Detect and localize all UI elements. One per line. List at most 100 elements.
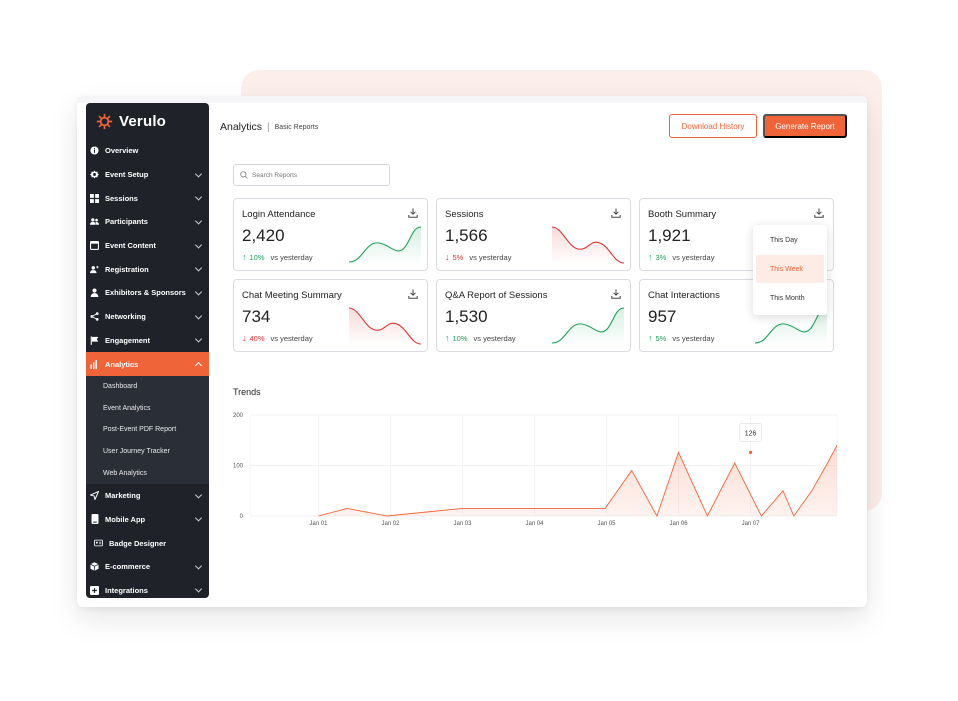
app-window: Verulo Overview Event Setup Sessions Par… <box>77 96 867 607</box>
card-pct: 5% <box>452 252 464 262</box>
sidebar-item-integrations[interactable]: Integrations <box>86 579 209 598</box>
sidebar-item-label: Event Content <box>105 241 156 251</box>
card-pct: 10% <box>249 252 265 262</box>
sidebar-item-label: Registration <box>105 264 149 274</box>
sidebar-item-badge-designer[interactable]: Badge Designer <box>86 531 209 555</box>
bar-chart-icon <box>90 359 99 369</box>
sparkline <box>349 307 421 346</box>
download-icon[interactable] <box>408 208 418 218</box>
logo[interactable]: Verulo <box>86 103 209 139</box>
sidebar-item-label: Badge Designer <box>109 538 167 548</box>
sidebar-item-sessions[interactable]: Sessions <box>86 186 209 210</box>
gear-icon <box>90 170 99 179</box>
sidebar-item-engagement[interactable]: Engagement <box>86 329 209 353</box>
sidebar-item-marketing[interactable]: Marketing <box>86 484 209 508</box>
card-login-attendance[interactable]: Login Attendance 2,420 ↑ 10% vs yesterda… <box>233 198 428 271</box>
card-delta: ↓ 40% vs yesterday <box>242 333 313 343</box>
tooltip-box <box>739 423 762 442</box>
flag-icon <box>90 336 99 345</box>
card-vs: vs yesterday <box>672 333 715 343</box>
submenu-item-web-analytics[interactable]: Web Analytics <box>103 469 147 477</box>
y-tick-label: 100 <box>233 464 244 470</box>
chevron-down-icon <box>194 169 203 178</box>
generate-report-button[interactable]: Generate Report <box>763 114 847 138</box>
dropdown-option-this-month[interactable]: This Month <box>770 294 805 302</box>
chevron-down-icon <box>194 491 203 499</box>
arrow-up-icon: ↑ <box>648 333 653 343</box>
sidebar-item-mobile-app[interactable]: Mobile App <box>86 508 209 532</box>
card-title: Chat Meeting Summary <box>242 290 342 301</box>
x-tick-label: Jan 03 <box>453 521 472 527</box>
card-title: Login Attendance <box>242 209 316 220</box>
card-value: 957 <box>648 307 677 326</box>
sparkline <box>552 226 624 265</box>
sidebar-item-label: Marketing <box>105 491 141 501</box>
sidebar-item-label: E-commerce <box>105 562 151 572</box>
submenu-item-user-journey-tracker[interactable]: User Journey Tracker <box>103 447 170 455</box>
user-icon <box>90 288 99 298</box>
dropdown-option-this-day[interactable]: This Day <box>770 236 798 244</box>
x-tick-label: Jan 04 <box>525 521 544 527</box>
sidebar-item-label: Engagement <box>105 335 151 345</box>
send-icon <box>90 491 99 501</box>
card-vs: vs yesterday <box>469 252 512 262</box>
sidebar-item-registration[interactable]: Registration <box>86 257 209 281</box>
submenu-item-post-event-pdf-report[interactable]: Post-Event PDF Report <box>103 426 177 434</box>
sidebar-item-event-content[interactable]: Event Content <box>86 234 209 258</box>
trends-chart: 200 100 0 Jan 01 Jan 02 Jan 03 Jan 04 Jan 05 Ja… <box>233 413 838 527</box>
download-icon[interactable] <box>611 289 621 299</box>
y-tick-label: 200 <box>233 413 244 419</box>
chevron-down-icon <box>194 264 203 272</box>
card-chat-meeting-summary[interactable]: Chat Meeting Summary 734 ↓ 40% vs yester… <box>233 279 428 352</box>
breadcrumb-separator: | <box>267 121 270 133</box>
sidebar-item-analytics[interactable]: Analytics <box>86 352 209 376</box>
trends-line <box>318 445 838 518</box>
sidebar-item-e-commerce[interactable]: E-commerce <box>86 555 209 579</box>
sparkline <box>349 226 421 265</box>
card-delta: ↑ 10% vs yesterday <box>445 333 516 343</box>
x-tick-label: Jan 01 <box>309 521 328 527</box>
arrow-down-icon: ↓ <box>445 252 450 262</box>
chevron-down-icon <box>194 312 203 320</box>
share-icon <box>90 312 99 321</box>
sidebar-item-label: Event Setup <box>105 170 149 180</box>
sidebar-item-label: Analytics <box>105 359 139 369</box>
breadcrumb[interactable]: Basic Reports <box>274 123 319 131</box>
trends-area <box>318 445 837 516</box>
arrow-up-icon: ↑ <box>445 333 450 343</box>
sidebar-item-exhibitors-sponsors[interactable]: Exhibitors & Sponsors <box>86 281 209 305</box>
download-icon[interactable] <box>408 289 418 299</box>
page-title: Analytics | Basic Reports <box>220 121 318 133</box>
trends-title: Trends <box>233 387 261 397</box>
chevron-down-icon <box>194 217 203 225</box>
card-value: 1,530 <box>445 307 488 326</box>
card-qa-report-of-sessions[interactable]: Q&A Report of Sessions 1,530 ↑ 10% vs ye… <box>436 279 631 352</box>
search-box[interactable] <box>233 164 390 186</box>
logo-icon <box>96 113 113 129</box>
sidebar-item-networking[interactable]: Networking <box>86 305 209 329</box>
plus-square-icon <box>90 585 99 595</box>
card-vs: vs yesterday <box>672 252 715 262</box>
download-history-button[interactable]: Download History <box>669 114 757 138</box>
phone-icon <box>90 514 99 525</box>
user-plus-icon <box>90 265 99 274</box>
page-title-text: Analytics <box>220 121 263 133</box>
chevron-down-icon <box>194 241 203 249</box>
card-sessions[interactable]: Sessions 1,566 ↓ 5% vs yesterday <box>436 198 631 271</box>
search-input[interactable] <box>252 171 372 179</box>
submenu-item-event-analytics[interactable]: Event Analytics <box>103 404 151 412</box>
highlight-point <box>748 450 753 454</box>
card-pct: 40% <box>249 333 265 343</box>
dropdown-option-this-week[interactable]: This Week <box>756 255 824 283</box>
sidebar-item-participants[interactable]: Participants <box>86 210 209 234</box>
sidebar-item-event-setup[interactable]: Event Setup <box>86 163 209 187</box>
sidebar-item-overview[interactable]: Overview <box>86 139 209 163</box>
card-value: 1,566 <box>445 226 488 245</box>
download-icon[interactable] <box>611 208 621 218</box>
brand-name: Verulo <box>119 112 167 130</box>
submenu-item-dashboard[interactable]: Dashboard <box>103 383 138 391</box>
download-icon[interactable] <box>814 208 824 218</box>
card-vs: vs yesterday <box>270 333 313 343</box>
analytics-submenu: Dashboard Event Analytics Post-Event PDF… <box>86 375 209 484</box>
grid-icon <box>90 193 99 203</box>
